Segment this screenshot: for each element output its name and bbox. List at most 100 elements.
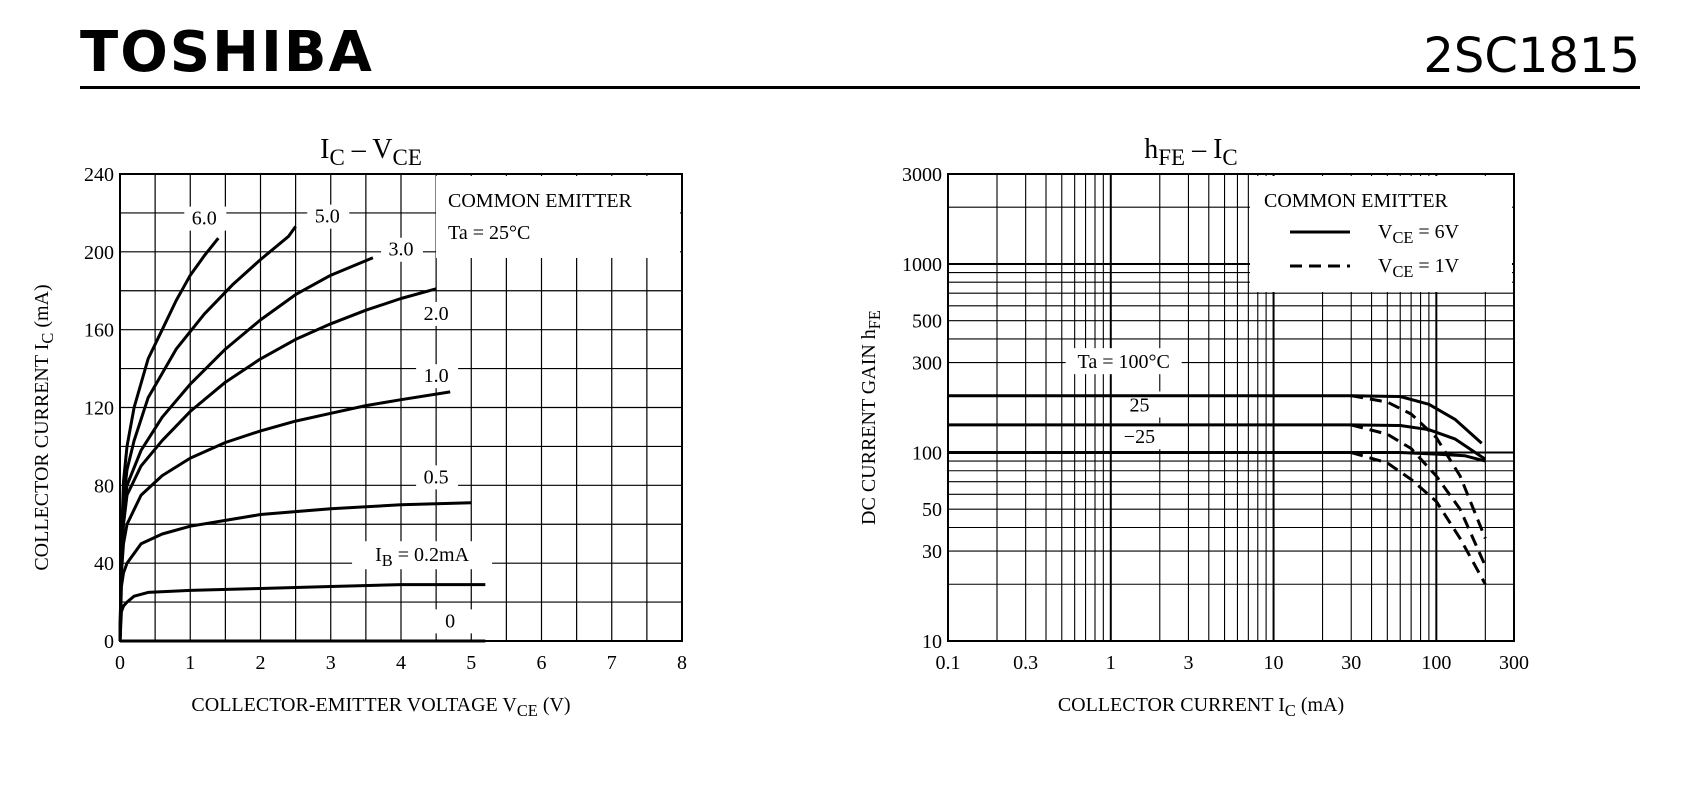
text-part: CE (1392, 262, 1413, 281)
y-axis-label: DC CURRENT GAIN hFE (858, 310, 884, 525)
text-part: (V) (538, 694, 571, 716)
x-tick-label: 300 (1499, 652, 1529, 674)
x-tick-label: 100 (1421, 652, 1451, 674)
brand-logo: TOSHIBA (80, 20, 374, 85)
text-part: C (38, 333, 57, 344)
text-part: I (320, 134, 329, 165)
curve-label-bg (184, 206, 227, 231)
curve-label: 3.0 (389, 239, 414, 261)
series-line (118, 287, 437, 642)
series-line (948, 451, 1486, 463)
y-tick-label: 10 (922, 631, 942, 653)
series-line (118, 225, 297, 642)
series-line (948, 394, 1483, 445)
x-tick-label: 1 (185, 652, 195, 674)
x-tick-label: 3 (326, 652, 336, 674)
text-part: COLLECTOR CURRENT I (31, 344, 53, 571)
series-line (1350, 423, 1487, 567)
text-part: COLLECTOR CURRENT I (1058, 694, 1285, 716)
series-line (118, 390, 451, 642)
header-rule (80, 86, 1640, 89)
text-part: V (372, 134, 392, 165)
series-line (118, 583, 486, 642)
y-tick-label: 300 (912, 353, 942, 375)
legend-entry: VCE = 1V (1378, 255, 1460, 281)
y-tick-label: 500 (912, 311, 942, 333)
text-part: (mA) (1296, 694, 1344, 716)
text-part: V (1378, 221, 1393, 243)
series-line (118, 256, 374, 642)
x-tick-label: 6 (537, 652, 547, 674)
curve-label: 0 (445, 610, 455, 632)
x-tick-label: 10 (1264, 652, 1284, 674)
curve-label: Ta = 100°C (1078, 351, 1170, 373)
x-tick-label: 5 (466, 652, 476, 674)
page-header: TOSHIBA 2SC1815 (80, 0, 1640, 100)
text-part: C (1222, 145, 1237, 170)
curve-label-bg (416, 364, 459, 389)
x-tick-label: 1 (1106, 652, 1116, 674)
text-part: FE (865, 310, 884, 329)
y-tick-label: 200 (84, 242, 114, 264)
curve-label-bg (416, 301, 459, 326)
x-axis-label: COLLECTOR CURRENT IC (mA) (1058, 694, 1344, 720)
text-part: = 6V (1413, 221, 1459, 243)
curve-label-bg (430, 609, 473, 634)
legend-title: COMMON EMITTER (1264, 190, 1449, 212)
text-part: C (329, 145, 344, 170)
plot-frame (947, 173, 1515, 642)
text-part: = 1V (1413, 255, 1459, 277)
y-tick-label: 120 (84, 398, 114, 420)
curve-label: 6.0 (192, 208, 217, 230)
text-part: CE (1392, 228, 1413, 247)
y-tick-label: 160 (84, 320, 114, 342)
text-part: (mA) (31, 284, 53, 332)
x-axis-label: COLLECTOR-EMITTER VOLTAGE VCE (V) (191, 694, 570, 720)
text-part: – (345, 134, 373, 165)
x-tick-label: 0.1 (936, 652, 961, 674)
curve-label: 25 (1129, 394, 1149, 416)
y-tick-label: 80 (94, 475, 114, 497)
series-line (1350, 451, 1487, 585)
y-tick-label: 0 (104, 631, 114, 653)
y-tick-label: 240 (84, 164, 114, 186)
series-line (118, 501, 472, 642)
y-axis-label: COLLECTOR CURRENT IC (mA) (31, 284, 57, 570)
curve-label: 2.0 (424, 303, 449, 325)
part-number: 2SC1815 (1423, 28, 1640, 84)
x-tick-label: 0 (115, 652, 125, 674)
curve-label: 1.0 (424, 365, 449, 387)
x-tick-label: 7 (607, 652, 617, 674)
y-tick-label: 100 (912, 442, 942, 464)
text-part: – (1185, 134, 1213, 165)
text-part: B (382, 551, 393, 570)
legend-box (1250, 176, 1512, 292)
curve-label-bg (352, 541, 493, 570)
x-tick-label: 4 (396, 652, 406, 674)
curve-label-bg (416, 465, 459, 490)
y-tick-label: 3000 (902, 164, 942, 186)
series-line (1350, 394, 1487, 539)
curve-label: IB = 0.2mA (375, 544, 469, 570)
curve-label-bg (307, 204, 350, 229)
legend-line: Ta = 25°C (448, 222, 530, 244)
text-part: FE (1158, 145, 1185, 170)
x-tick-label: 2 (256, 652, 266, 674)
curve-label-bg (381, 237, 423, 262)
legend-box (436, 176, 680, 258)
text-part: I (1213, 134, 1222, 165)
curve-label: 5.0 (315, 206, 340, 228)
series-line (948, 423, 1487, 461)
x-tick-label: 30 (1341, 652, 1361, 674)
legend-line: COMMON EMITTER (448, 190, 633, 212)
text-part: I (375, 544, 382, 566)
y-tick-label: 50 (922, 499, 942, 521)
text-part: COLLECTOR-EMITTER VOLTAGE V (191, 694, 517, 716)
curve-label: 0.5 (424, 466, 449, 488)
text-part: V (1378, 255, 1393, 277)
chart-title: hFE – IC (1144, 134, 1237, 170)
legend-entry: VCE = 6V (1378, 221, 1460, 247)
chart-title: IC – VCE (320, 134, 422, 170)
